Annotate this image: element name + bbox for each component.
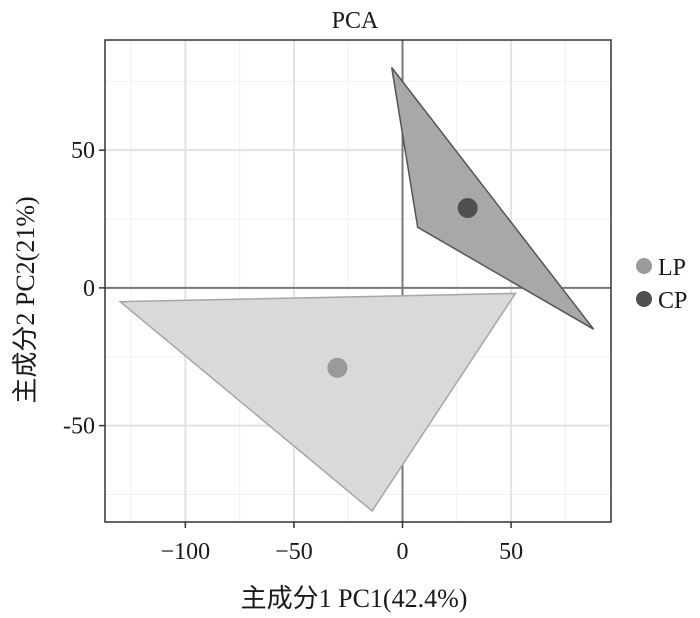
plot-panel-border [104,39,612,523]
hull-polygons [118,67,595,513]
y-tick-label: 0 [83,276,95,302]
legend-label-lp: LP [658,255,686,281]
legend-label-cp: CP [658,288,687,314]
legend-key-lp [636,258,652,274]
chart-title: PCA [332,8,379,34]
y-axis-title: 主成分2 PC2(21%) [11,196,40,403]
centroid-point-lp [327,357,348,378]
x-tick-label: −100 [161,539,211,565]
x-axis-title: 主成分1 PC1(42.4%) [241,584,468,613]
legend: LP CP [636,255,687,314]
x-tick-label: −50 [275,539,313,565]
x-tick-label: 0 [397,539,409,565]
hull-cp [390,67,595,330]
x-tick-label: 50 [499,539,523,565]
x-axis-ticks: −100 −50 0 50 [161,522,523,565]
y-axis-ticks: -50 0 50 [63,138,105,440]
hull-lp [118,292,517,513]
centroid-point-cp [457,198,478,219]
centroid-points [327,198,478,378]
y-tick-label: 50 [71,138,95,164]
y-tick-label: -50 [63,414,95,440]
legend-key-cp [636,291,652,307]
